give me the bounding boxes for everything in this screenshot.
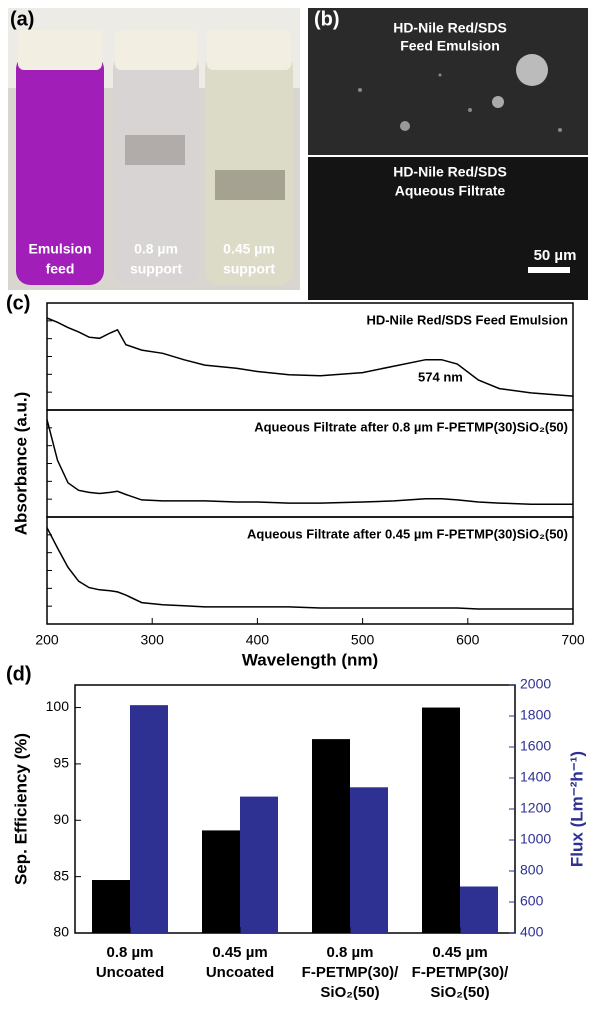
x-tick-label: Uncoated bbox=[96, 964, 164, 981]
y-axis-label: Absorbance (a.u.) bbox=[11, 392, 30, 536]
vial-photo bbox=[8, 8, 300, 290]
x-tick-label: F-PETMP(30)/ bbox=[302, 964, 400, 981]
series-label: HD-Nile Red/SDS Feed Emulsion bbox=[366, 312, 568, 327]
x-tick-label: SiO₂(50) bbox=[320, 984, 379, 1001]
vial-label: support bbox=[130, 261, 182, 277]
annotation: 574 nm bbox=[418, 369, 463, 384]
micro-label: Aqueous Filtrate bbox=[395, 183, 506, 199]
spectrum-line bbox=[46, 317, 574, 397]
y2-axis-label: Flux (Lm⁻²h⁻¹) bbox=[567, 751, 586, 867]
y-tick-label: 90 bbox=[53, 811, 69, 827]
x-tick-label: 700 bbox=[561, 632, 585, 648]
x-tick-label: 0.45 µm bbox=[432, 944, 487, 961]
y2-tick-label: 1800 bbox=[520, 707, 551, 723]
bar bbox=[202, 830, 240, 933]
micrograph bbox=[308, 8, 588, 300]
vial-label: support bbox=[223, 261, 275, 277]
bar bbox=[92, 880, 130, 933]
y2-tick-label: 400 bbox=[520, 924, 544, 940]
series-label: Aqueous Filtrate after 0.8 µm F-PETMP(30… bbox=[254, 419, 568, 434]
x-tick-label: 0.8 µm bbox=[107, 944, 154, 961]
x-tick-label: Uncoated bbox=[206, 964, 274, 981]
micro-label: Feed Emulsion bbox=[400, 38, 500, 54]
panel-label: (b) bbox=[314, 8, 340, 30]
spectrum-line bbox=[46, 527, 573, 610]
y-tick-label: 100 bbox=[46, 698, 70, 714]
x-tick-label: 600 bbox=[456, 632, 480, 648]
bar bbox=[460, 886, 498, 933]
y-tick-label: 85 bbox=[53, 867, 69, 883]
y2-tick-label: 1200 bbox=[520, 800, 551, 816]
y-tick-label: 95 bbox=[53, 755, 69, 771]
series-label: Aqueous Filtrate after 0.45 µm F-PETMP(3… bbox=[247, 526, 568, 541]
bar bbox=[350, 787, 388, 933]
x-tick-label: 400 bbox=[246, 632, 270, 648]
y2-tick-label: 600 bbox=[520, 893, 544, 909]
x-tick-label: F-PETMP(30)/ bbox=[412, 964, 510, 981]
x-tick-label: 300 bbox=[141, 632, 165, 648]
y2-tick-label: 1400 bbox=[520, 769, 551, 785]
y2-tick-label: 1000 bbox=[520, 831, 551, 847]
y2-tick-label: 1600 bbox=[520, 738, 551, 754]
x-tick-label: 0.45 µm bbox=[212, 944, 267, 961]
x-tick-label: 500 bbox=[351, 632, 375, 648]
micro-label: HD-Nile Red/SDS bbox=[393, 164, 507, 180]
vial-label: 0.8 µm bbox=[134, 241, 178, 257]
panel-label: (a) bbox=[10, 8, 34, 30]
y2-tick-label: 800 bbox=[520, 862, 544, 878]
vial-label: feed bbox=[46, 261, 75, 277]
scale-bar-label: 50 µm bbox=[534, 247, 577, 264]
x-tick-label: 0.8 µm bbox=[327, 944, 374, 961]
vial-label: 0.45 µm bbox=[223, 241, 275, 257]
y-axis-label: Sep. Efficiency (%) bbox=[11, 733, 30, 885]
panel-label: (d) bbox=[6, 663, 32, 685]
bar bbox=[130, 705, 168, 933]
bar bbox=[240, 796, 278, 933]
micro-label: HD-Nile Red/SDS bbox=[393, 20, 507, 36]
y2-tick-label: 2000 bbox=[520, 676, 551, 692]
y-tick-label: 80 bbox=[53, 924, 69, 940]
x-axis-label: Wavelength (nm) bbox=[242, 650, 378, 669]
spectrum-line bbox=[46, 419, 573, 505]
bar bbox=[312, 739, 350, 933]
bar bbox=[422, 707, 460, 933]
x-tick-label: SiO₂(50) bbox=[430, 984, 489, 1001]
panel-label: (c) bbox=[6, 292, 30, 314]
vial-label: Emulsion bbox=[28, 241, 91, 257]
x-tick-label: 200 bbox=[35, 632, 59, 648]
